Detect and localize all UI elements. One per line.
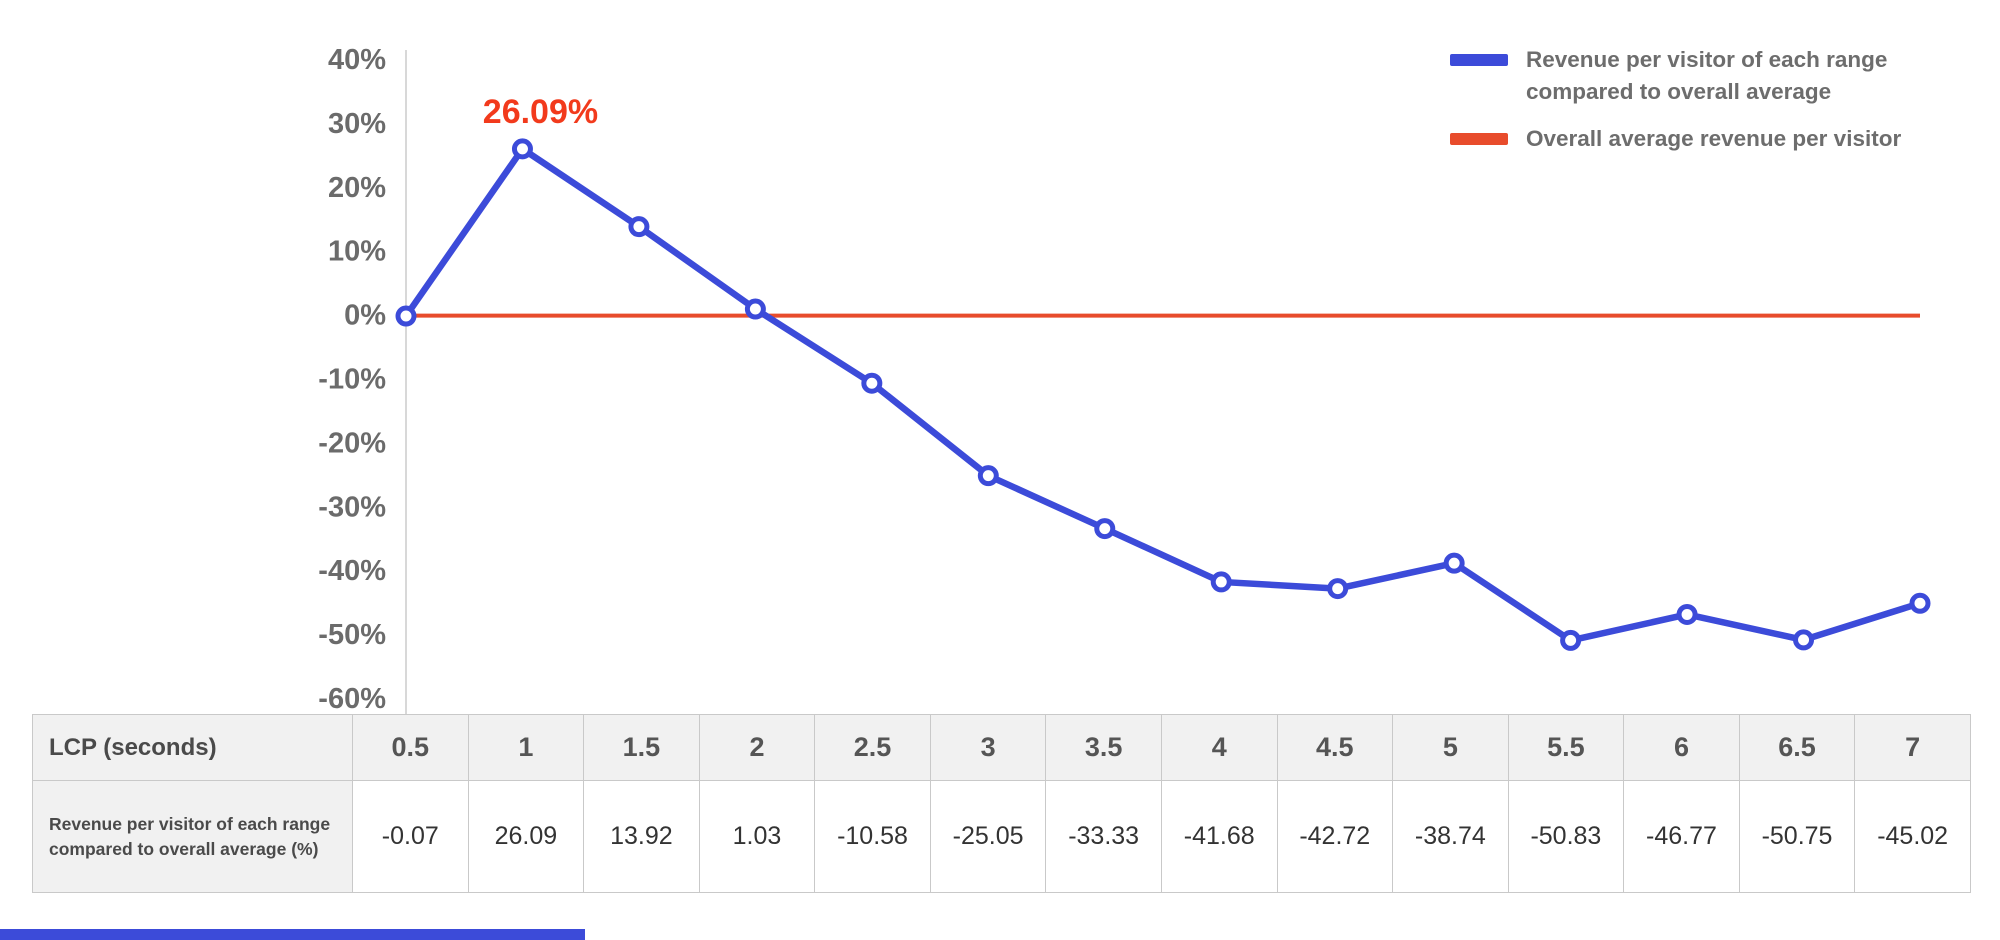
legend-item-average-line[interactable]: Overall average revenue per visitor	[1450, 123, 1942, 155]
lcp-column-header: 3	[929, 714, 1047, 781]
legend-label-average: Overall average revenue per visitor	[1526, 126, 1902, 151]
table-row-label: Revenue per visitor of each range compar…	[32, 780, 353, 893]
y-axis-tick-label: -10%	[318, 364, 386, 396]
table-value-cell: 26.09	[467, 780, 585, 893]
table-region: LCP (seconds) 0.5 1 1.5 2 2.5 3 3.5 4 4.5 5 5.5 6 6.5…	[32, 714, 1971, 893]
lcp-column-header: 7	[1854, 714, 1971, 781]
y-axis-tick-label: -20%	[318, 427, 386, 459]
y-axis-tick-label: 30%	[328, 108, 386, 140]
data-point-marker[interactable]	[744, 298, 766, 320]
lcp-data-table: LCP (seconds) 0.5 1 1.5 2 2.5 3 3.5 4 4.5 5 5.5 6 6.5…	[32, 714, 1971, 893]
table-corner-label: LCP (seconds)	[32, 714, 353, 781]
data-point-marker[interactable]	[1560, 629, 1582, 651]
lcp-column-header: 2	[698, 714, 816, 781]
y-axis-tick-label: -30%	[318, 491, 386, 523]
table-value-cell: -25.05	[929, 780, 1047, 893]
table-value-cell: 13.92	[583, 780, 700, 893]
data-point-marker[interactable]	[628, 216, 650, 238]
lcp-column-header: 6.5	[1738, 714, 1856, 781]
lcp-column-header: 4.5	[1276, 714, 1394, 781]
table-value-cell: -50.75	[1738, 780, 1856, 893]
table-value-cell: -41.68	[1160, 780, 1278, 893]
y-axis-tick-label: 0%	[344, 300, 386, 332]
data-point-marker[interactable]	[1327, 578, 1349, 600]
data-point-marker[interactable]	[977, 465, 999, 487]
data-point-marker[interactable]	[1443, 552, 1465, 574]
lcp-column-header: 4	[1160, 714, 1278, 781]
lcp-column-header: 5	[1392, 714, 1509, 781]
legend-item-revenue-line[interactable]: Revenue per visitor of each range compar…	[1450, 44, 1942, 107]
lcp-column-header: 2.5	[814, 714, 931, 781]
revenue-line	[402, 145, 1924, 644]
y-axis-tick-label: -50%	[318, 619, 386, 651]
data-point-marker[interactable]	[1793, 629, 1815, 651]
lcp-column-header: 3.5	[1045, 714, 1162, 781]
chart-legend: Revenue per visitor of each range compar…	[1450, 44, 1942, 155]
y-axis-tick-label: 20%	[328, 172, 386, 204]
lcp-column-header: 0.5	[352, 714, 469, 781]
y-axis-tick-label: 40%	[328, 44, 386, 76]
y-axis-tick-label: -40%	[318, 555, 386, 587]
table-value-cell: 1.03	[698, 780, 816, 893]
legend-label-revenue: Revenue per visitor of each range compar…	[1526, 47, 1888, 104]
table-value-cell: -42.72	[1276, 780, 1394, 893]
y-axis-tick-label: 10%	[328, 236, 386, 268]
table-value-cell: -10.58	[814, 780, 931, 893]
peak-annotation: 26.09%	[483, 93, 598, 131]
lcp-column-header: 1	[467, 714, 585, 781]
lcp-column-header: 5.5	[1507, 714, 1625, 781]
data-point-marker[interactable]	[861, 372, 883, 394]
table-value-cell: -38.74	[1392, 780, 1509, 893]
chart-plot-area: 40% 30% 20% 10% 0% -10% -20% -30% -40% -50% -60% 26…	[318, 44, 1931, 714]
bottom-accent-bar	[0, 929, 585, 940]
table-value-cell: -0.07	[352, 780, 469, 893]
data-point-marker[interactable]	[1210, 571, 1232, 593]
table-value-cell: -33.33	[1045, 780, 1162, 893]
table-header-row: LCP (seconds) 0.5 1 1.5 2 2.5 3 3.5 4 4.5 5 5.5 6 6.5…	[32, 714, 1971, 781]
data-point-marker[interactable]	[395, 305, 417, 327]
data-point-marker[interactable]	[511, 138, 533, 160]
legend-swatch-average	[1450, 133, 1508, 145]
data-point-marker[interactable]	[1094, 518, 1116, 540]
lcp-column-header: 6	[1623, 714, 1740, 781]
table-value-cell: -46.77	[1623, 780, 1740, 893]
data-point-marker[interactable]	[1676, 603, 1698, 625]
table-value-row: Revenue per visitor of each range compar…	[32, 780, 1971, 893]
data-point-marker[interactable]	[1909, 592, 1931, 614]
table-value-cell: -45.02	[1854, 780, 1971, 893]
legend-swatch-revenue	[1450, 54, 1508, 66]
table-value-cell: -50.83	[1507, 780, 1625, 893]
y-axis-tick-label: -60%	[318, 683, 386, 714]
lcp-column-header: 1.5	[583, 714, 700, 781]
